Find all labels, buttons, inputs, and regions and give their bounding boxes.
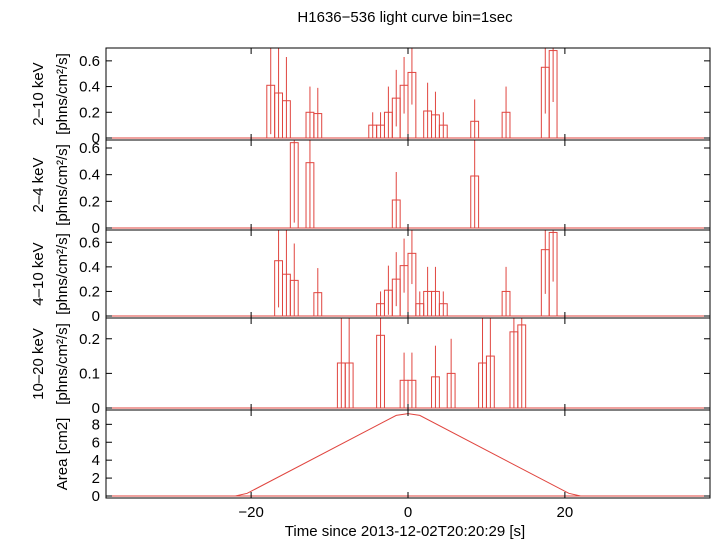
panel-frame-area [105, 409, 711, 499]
ylabel-2-4-0: 2–4 keV [30, 157, 47, 212]
ytick-label-4-10-3: 0.6 [79, 234, 100, 251]
panel-frame-2-4 [105, 139, 711, 231]
panel-2-10: 0 0.2 0.4 0.6 2–10 keV [phns/cm²/s] [30, 47, 711, 147]
chart-title: H1636−536 light curve bin=1sec [297, 9, 513, 26]
ylabel-2-4-1: [phns/cm²/s] [54, 144, 71, 226]
xtick-label-1: 0 [404, 504, 412, 521]
area-curve [106, 413, 710, 497]
ylabel-10-20-0: 10–20 keV [30, 328, 47, 400]
ytick-label-2-4-0: 0 [92, 220, 100, 237]
plot-area-2-10 [106, 48, 710, 139]
panels-group: 0 0.2 0.4 0.6 2–10 keV [phns/cm²/s] 0 0.2 0.4 0.6… [30, 47, 711, 521]
ytick-label-4-10-2: 0.4 [79, 259, 100, 276]
xtick-label-2: 20 [557, 504, 574, 521]
ytick-label-4-10-1: 0.2 [79, 283, 100, 300]
ylabel-10-20-1: [phns/cm²/s] [54, 323, 71, 405]
ylabel-4-10-1: [phns/cm²/s] [54, 233, 71, 315]
ytick-label-2-4-3: 0.6 [79, 140, 100, 157]
ytick-label-2-4-2: 0.4 [79, 167, 100, 184]
ytick-label-10-20-1: 0.1 [79, 365, 100, 382]
ylabel-2-10-1: [phns/cm²/s] [54, 53, 71, 135]
ytick-label-area-2: 4 [92, 452, 100, 469]
panel-2-4: 0 0.2 0.4 0.6 2–4 keV [phns/cm²/s] [30, 139, 711, 237]
ytick-label-10-20-2: 0.2 [79, 331, 100, 348]
ytick-label-2-10-3: 0.6 [79, 53, 100, 70]
ytick-label-4-10-0: 0 [92, 308, 100, 325]
xtick-label-0: −20 [238, 504, 263, 521]
plot-area-4-10 [106, 230, 710, 317]
ytick-label-area-3: 6 [92, 434, 100, 451]
x-axis-label: Time since 2013-12-02T20:20:29 [s] [285, 523, 525, 540]
ytick-label-area-0: 0 [92, 488, 100, 505]
ytick-label-2-10-2: 0.4 [79, 79, 100, 96]
ytick-label-2-10-1: 0.2 [79, 104, 100, 121]
panel-10-20: 0 0.1 0.2 10–20 keV [phns/cm²/s] [30, 317, 711, 417]
ylabel-4-10-0: 4–10 keV [30, 242, 47, 305]
ylabel-2-10-0: 2–10 keV [30, 62, 47, 125]
ytick-label-10-20-0: 0 [92, 400, 100, 417]
ytick-label-2-4-1: 0.2 [79, 193, 100, 210]
panel-4-10: 0 0.2 0.4 0.6 4–10 keV [phns/cm²/s] [30, 229, 711, 325]
ylabel-area-0: Area [cm2] [54, 418, 71, 491]
ytick-label-area-4: 8 [92, 416, 100, 433]
ytick-label-2-10-0: 0 [92, 130, 100, 147]
ytick-label-area-1: 2 [92, 470, 100, 487]
plot-area-area [106, 413, 710, 497]
